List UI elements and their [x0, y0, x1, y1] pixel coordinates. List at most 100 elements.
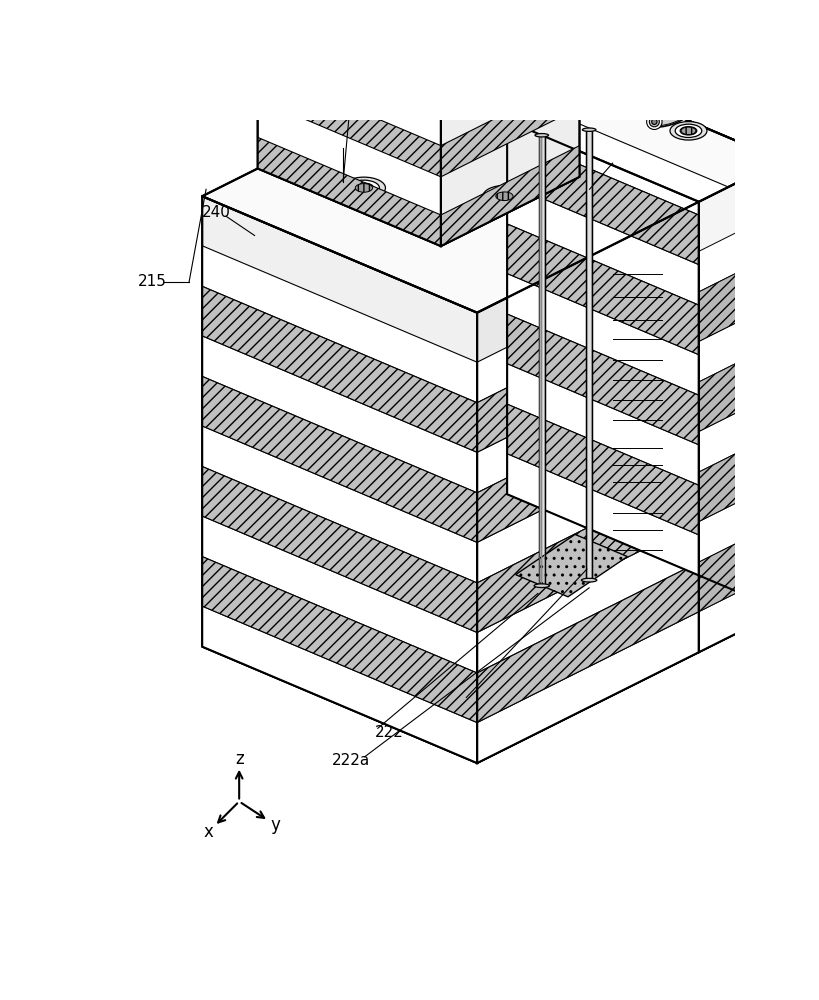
Ellipse shape [446, 17, 461, 32]
Polygon shape [507, 314, 782, 480]
Text: CSL: CSL [468, 694, 496, 709]
Ellipse shape [450, 22, 456, 27]
Ellipse shape [681, 127, 696, 135]
Polygon shape [477, 251, 699, 403]
Polygon shape [477, 202, 699, 763]
Polygon shape [516, 534, 627, 597]
Polygon shape [477, 612, 699, 763]
Text: 229: 229 [663, 267, 690, 281]
Text: 215: 215 [344, 136, 373, 151]
Polygon shape [507, 134, 782, 300]
Ellipse shape [651, 106, 690, 126]
Ellipse shape [450, 9, 490, 28]
Ellipse shape [354, 183, 373, 193]
Polygon shape [477, 472, 699, 632]
Text: 215: 215 [138, 274, 166, 289]
Ellipse shape [649, 105, 693, 127]
Ellipse shape [535, 134, 549, 137]
Ellipse shape [355, 184, 373, 192]
Ellipse shape [534, 584, 550, 588]
Polygon shape [507, 404, 782, 570]
Ellipse shape [448, 19, 458, 29]
Text: 211a: 211a [663, 523, 699, 537]
Ellipse shape [568, 71, 573, 77]
Text: 211: 211 [663, 313, 690, 327]
Ellipse shape [568, 59, 608, 78]
Polygon shape [477, 341, 699, 493]
Polygon shape [441, 146, 580, 246]
Text: D: D [663, 290, 674, 304]
Polygon shape [699, 300, 782, 382]
Ellipse shape [582, 128, 596, 131]
Ellipse shape [566, 69, 576, 79]
Ellipse shape [448, 8, 492, 30]
Text: BL: BL [613, 151, 631, 166]
Polygon shape [441, 76, 580, 177]
Polygon shape [753, 263, 762, 631]
Polygon shape [258, 30, 441, 246]
Ellipse shape [495, 191, 514, 201]
Polygon shape [699, 210, 782, 292]
Text: 227: 227 [663, 393, 690, 407]
Polygon shape [507, 93, 782, 250]
Polygon shape [699, 390, 782, 472]
Text: 200: 200 [663, 543, 690, 557]
Polygon shape [258, 68, 441, 177]
Polygon shape [699, 570, 782, 652]
Ellipse shape [652, 119, 657, 124]
Polygon shape [477, 382, 699, 542]
Text: 222: 222 [375, 725, 404, 740]
Text: 224: 224 [663, 332, 690, 346]
Ellipse shape [581, 578, 597, 582]
Polygon shape [507, 364, 782, 521]
Polygon shape [202, 286, 477, 452]
Text: 226: 226 [663, 373, 690, 387]
Polygon shape [477, 432, 699, 583]
Polygon shape [202, 85, 699, 313]
Polygon shape [202, 516, 477, 673]
Polygon shape [507, 224, 782, 390]
Polygon shape [699, 250, 782, 341]
Polygon shape [477, 522, 699, 673]
Polygon shape [202, 536, 699, 763]
Text: 243: 243 [663, 441, 690, 455]
Ellipse shape [675, 124, 702, 137]
Text: z: z [235, 750, 243, 768]
Text: 250: 250 [658, 457, 688, 472]
Polygon shape [507, 454, 782, 611]
Polygon shape [258, 99, 580, 246]
Ellipse shape [483, 185, 526, 207]
Polygon shape [424, 494, 782, 652]
Polygon shape [699, 521, 782, 612]
Polygon shape [202, 466, 477, 632]
Polygon shape [699, 340, 782, 432]
Text: 245: 245 [663, 458, 690, 472]
Ellipse shape [489, 188, 520, 204]
Polygon shape [258, 0, 580, 108]
Polygon shape [441, 38, 580, 246]
Polygon shape [699, 160, 782, 652]
Text: 242: 242 [663, 475, 690, 489]
Ellipse shape [680, 127, 697, 135]
Text: 230: 230 [658, 383, 688, 398]
Polygon shape [202, 426, 477, 583]
Ellipse shape [495, 192, 513, 201]
Polygon shape [202, 376, 477, 542]
Polygon shape [202, 336, 477, 493]
Text: y: y [270, 816, 280, 834]
Polygon shape [202, 196, 477, 763]
Ellipse shape [348, 180, 379, 196]
Text: x: x [203, 823, 213, 841]
Polygon shape [699, 430, 782, 522]
Text: 222a: 222a [332, 753, 370, 768]
Ellipse shape [342, 177, 386, 199]
Polygon shape [507, 44, 782, 611]
Text: 225: 225 [663, 353, 690, 367]
Ellipse shape [563, 66, 578, 82]
Ellipse shape [647, 114, 662, 129]
Polygon shape [202, 557, 477, 723]
Polygon shape [477, 562, 699, 723]
Polygon shape [539, 135, 545, 586]
Polygon shape [202, 606, 477, 763]
Text: 250a: 250a [663, 506, 699, 520]
